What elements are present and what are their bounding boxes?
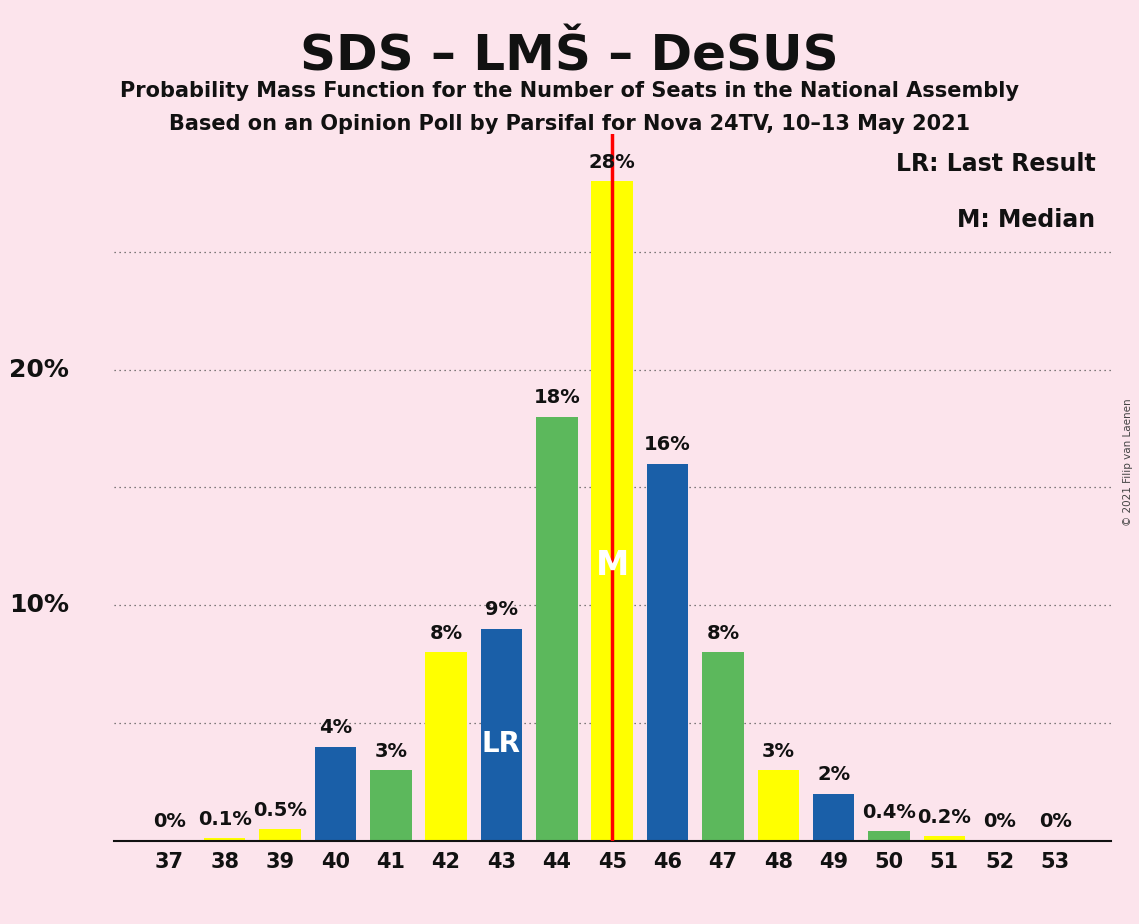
Bar [813,794,854,841]
Text: 0%: 0% [153,812,186,832]
Text: 28%: 28% [589,152,636,172]
Bar [314,747,357,841]
Text: 4%: 4% [319,718,352,737]
Text: 0.1%: 0.1% [198,810,252,829]
Text: 8%: 8% [429,624,462,643]
Bar [536,417,577,841]
Bar [591,181,633,841]
Bar [924,836,965,841]
Text: 10%: 10% [9,593,69,617]
Text: SDS – LMŠ – DeSUS: SDS – LMŠ – DeSUS [301,32,838,80]
Text: 3%: 3% [375,742,408,760]
Bar [868,832,910,841]
Text: 8%: 8% [706,624,739,643]
Text: Based on an Opinion Poll by Parsifal for Nova 24TV, 10–13 May 2021: Based on an Opinion Poll by Parsifal for… [169,114,970,134]
Text: 2%: 2% [817,765,850,784]
Bar [647,464,688,841]
Bar [425,652,467,841]
Text: 16%: 16% [645,435,691,455]
Text: M: Median: M: Median [958,208,1096,232]
Bar [260,829,301,841]
Text: 0%: 0% [983,812,1016,832]
Bar [757,771,800,841]
Bar [204,838,245,841]
Text: 18%: 18% [533,388,580,407]
Bar [370,771,411,841]
Text: 0.4%: 0.4% [862,803,916,822]
Text: LR: LR [482,730,521,759]
Text: 20%: 20% [9,358,69,382]
Bar [481,629,523,841]
Text: 0.5%: 0.5% [253,800,306,820]
Text: 9%: 9% [485,601,518,619]
Text: M: M [596,549,629,582]
Text: LR: Last Result: LR: Last Result [896,152,1096,176]
Text: 0.2%: 0.2% [918,808,972,827]
Bar [702,652,744,841]
Text: 0%: 0% [1039,812,1072,832]
Text: 3%: 3% [762,742,795,760]
Text: © 2021 Filip van Laenen: © 2021 Filip van Laenen [1123,398,1133,526]
Text: Probability Mass Function for the Number of Seats in the National Assembly: Probability Mass Function for the Number… [120,81,1019,102]
